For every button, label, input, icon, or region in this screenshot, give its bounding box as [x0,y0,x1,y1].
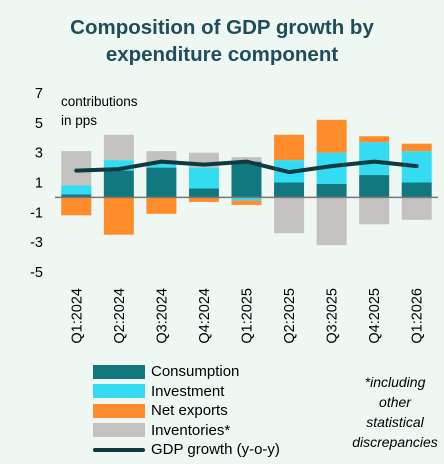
bar-net-exports [359,136,390,143]
bar-consumption [274,182,305,198]
y-axis: 7 5 3 1 -1 -3 -5 [30,86,43,281]
x-category-label: Q2:2024 [112,288,128,344]
legend-label-investment: Investment [151,382,225,400]
bar-net-exports [316,119,347,153]
y-tick-label: -3 [30,235,43,251]
y-tick-label: -5 [30,265,43,281]
bar-inventories [103,134,134,161]
legend-item-gdp-growth: GDP growth (y-o-y) [93,440,280,460]
legend-label-consumption: Consumption [151,363,240,381]
bar-inventories [401,197,432,220]
bar-consumption [188,188,219,198]
y-tick-label: -1 [30,205,43,221]
legend-item-investment: Investment [93,382,280,402]
bar-investment [359,142,390,176]
x-category-label: Q1:2026 [410,288,426,344]
bar-consumption [359,175,390,198]
legend-item-consumption: Consumption [93,362,280,382]
bar-net-exports [231,200,262,205]
bars [61,119,432,246]
bar-inventories [231,157,262,162]
y-tick-label: 5 [35,116,43,132]
bar-net-exports [274,134,305,161]
bar-investment [146,163,177,168]
bar-net-exports [401,143,432,152]
legend-label-inventories: Inventories* [151,421,231,439]
legend-swatch-investment [93,384,145,399]
bar-net-exports [103,197,134,235]
chart-title-line-1: Composition of GDP growth by [70,16,374,39]
bar-consumption [316,183,347,198]
bar-investment [188,167,219,189]
legend-label-net-exports: Net exports [151,402,228,420]
footnote-line-1: *including [364,374,426,390]
bar-consumption [401,182,432,198]
bar-inventories [359,197,390,225]
x-category-label: Q4:2024 [197,288,213,344]
gdp-growth-line [74,159,419,175]
bar-investment [231,197,262,201]
x-category-label: Q2:2025 [282,288,298,344]
chart-title-line-2: expenditure component [105,43,339,66]
footnote-line-4: discrepancies [352,434,438,450]
x-category-label: Q3:2025 [325,288,341,344]
legend-item-net-exports: Net exports [93,401,280,421]
x-axis-labels: Q1:2024 Q2:2024 Q3:2024 Q4:2024 Q1:2025 Q2:20… [69,288,425,344]
bar-consumption [231,161,262,198]
bar-consumption [61,194,92,198]
bar-net-exports [61,197,92,216]
y-tick-label: 7 [35,86,43,102]
legend-swatch-consumption [93,364,145,379]
bar-investment [61,185,92,195]
bar-net-exports [146,197,177,214]
footnote-line-3: statistical [366,414,424,430]
legend-swatch-inventories [93,423,145,438]
legend-item-inventories: Inventories* [93,421,280,441]
bar-inventories [274,197,305,234]
legend-swatch-net-exports [93,403,145,418]
footnote-line-2: other [379,394,411,410]
bar-net-exports [188,197,219,202]
bar-consumption [103,170,134,198]
bar-consumption [146,167,177,198]
footnote: *including other statistical discrepanci… [345,372,444,452]
unit-label-line-2: in pps [61,113,97,128]
y-tick-label: 3 [35,146,43,162]
legend-swatch-gdp-growth [93,447,145,452]
x-category-label: Q3:2024 [154,288,170,344]
bar-investment [103,160,134,171]
x-category-label: Q1:2025 [240,288,256,344]
x-category-label: Q4:2025 [367,288,383,344]
bar-inventories [146,151,177,164]
y-tick-label: 1 [35,176,43,192]
legend: Consumption Investment Net exports Inven… [93,362,280,460]
chart-title: Composition of GDP growth by expenditure… [0,14,444,68]
legend-label-gdp-growth: GDP growth (y-o-y) [151,441,280,459]
unit-label-line-1: contributions [61,94,138,109]
bar-inventories [316,197,347,246]
x-category-label: Q1:2024 [69,288,85,344]
